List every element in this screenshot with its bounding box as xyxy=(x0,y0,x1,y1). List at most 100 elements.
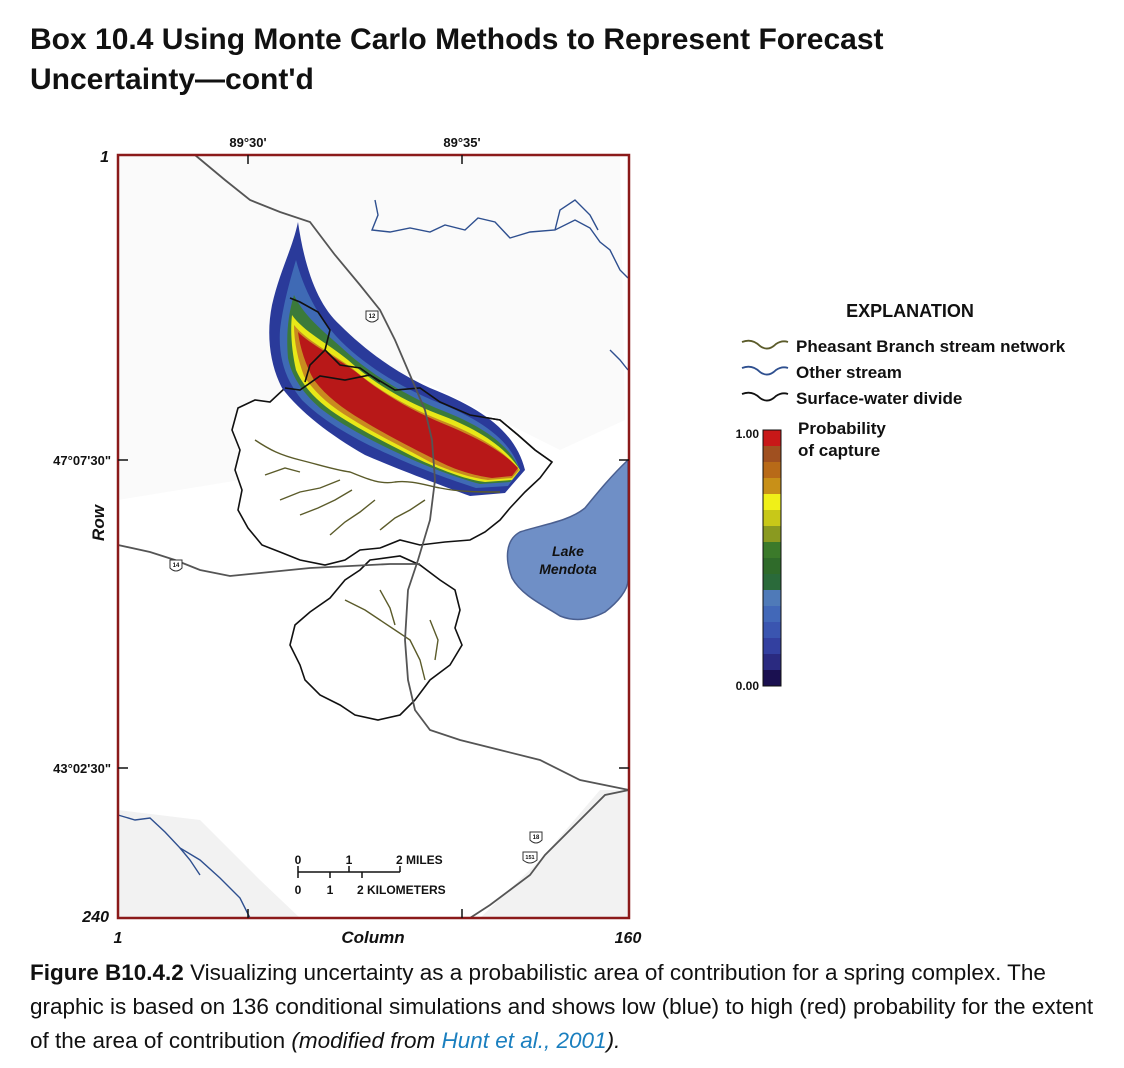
divide-lower-basin xyxy=(289,555,463,721)
colorbar-swatch xyxy=(763,526,781,543)
map-svg: 12 14 18 151 Lake Mendota 89°30' 89°35' … xyxy=(53,135,1066,947)
lat-label-2: 43°02'30" xyxy=(53,761,111,776)
colorbar-swatch xyxy=(763,606,781,623)
column-axis-label: Column xyxy=(341,928,404,947)
highway-shields: 12 14 18 151 xyxy=(169,310,543,864)
figure-label: Figure B10.4.2 xyxy=(30,960,184,985)
row-top-label: 1 xyxy=(100,149,109,166)
shield-18: 18 xyxy=(529,831,543,844)
lake-mendota xyxy=(506,458,629,621)
lake-label-1: Lake xyxy=(552,543,584,559)
colorbar-swatch xyxy=(763,542,781,559)
legend-swatch-other-stream xyxy=(741,365,789,376)
legend: EXPLANATION Pheasant Branch stream netwo… xyxy=(736,301,1066,693)
colorbar-swatch xyxy=(763,430,781,447)
legend-item-pheasant: Pheasant Branch stream network xyxy=(796,337,1066,356)
colorbar-swatch xyxy=(763,638,781,655)
legend-swatch-divide xyxy=(741,391,789,402)
pheasant-tributary-7 xyxy=(379,589,396,626)
map-figure: 12 14 18 151 Lake Mendota 89°30' 89°35' … xyxy=(0,120,1124,960)
divide-overlay xyxy=(284,297,553,463)
colorbar-title-1: Probability xyxy=(798,419,886,438)
pheasant-tributary-2 xyxy=(279,479,341,501)
caption-text: Visualizing uncertainty as a probabilist… xyxy=(30,960,1094,1053)
colorbar-swatch xyxy=(763,510,781,527)
lon-label-1: 89°30' xyxy=(229,135,266,150)
surface-water-divide xyxy=(231,374,554,721)
road-us-14 xyxy=(117,544,420,577)
shield-14: 14 xyxy=(169,559,183,572)
scale-bar: 0 1 2 MILES 0 1 2 KILOMETERS xyxy=(295,853,446,897)
colorbar-swatch xyxy=(763,574,781,591)
shield-151: 151 xyxy=(522,851,538,864)
lat-label-1: 47°07'30" xyxy=(53,453,111,468)
box-title: Box 10.4 Using Monte Carlo Methods to Re… xyxy=(30,20,1030,100)
lon-label-2: 89°35' xyxy=(443,135,480,150)
caption-modified-prefix: (modified from xyxy=(291,1028,442,1053)
scale-km-0: 0 xyxy=(295,883,302,897)
legend-item-divide: Surface-water divide xyxy=(796,389,962,408)
colorbar-swatch xyxy=(763,590,781,607)
svg-text:151: 151 xyxy=(525,855,534,861)
row-axis-label: Row xyxy=(89,503,108,541)
stream-east xyxy=(609,349,629,371)
row-bottom-label: 240 xyxy=(81,909,109,926)
stream-north-branch xyxy=(554,199,599,231)
probability-capture-zone xyxy=(269,222,525,496)
colorbar-swatch xyxy=(763,478,781,495)
colorbar-min-label: 0.00 xyxy=(736,679,760,693)
figure-caption: Figure B10.4.2 Visualizing uncertainty a… xyxy=(30,956,1100,1058)
map-frame xyxy=(116,153,631,920)
svg-text:18: 18 xyxy=(533,835,540,841)
pheasant-tributary-4 xyxy=(329,499,376,536)
colorbar-max-label: 1.00 xyxy=(736,427,760,441)
column-left-label: 1 xyxy=(114,930,123,947)
scale-miles-2: 2 MILES xyxy=(396,853,443,867)
zone-high-red xyxy=(298,332,518,478)
caption-citation-link[interactable]: Hunt et al., 2001 xyxy=(441,1028,607,1053)
scale-miles-0: 0 xyxy=(295,853,302,867)
roads xyxy=(117,154,630,919)
pheasant-tributary-6 xyxy=(344,599,426,681)
frame-ticks xyxy=(118,155,629,918)
legend-swatch-pheasant xyxy=(741,339,789,350)
colorbar-swatch xyxy=(763,654,781,671)
colorbar-swatch xyxy=(763,462,781,479)
caption-modified-suffix: ). xyxy=(606,1028,621,1053)
stream-southwest-branch xyxy=(179,847,201,876)
colorbar-swatch xyxy=(763,622,781,639)
outside-region-southeast xyxy=(480,790,629,918)
colorbar-swatch xyxy=(763,494,781,511)
pheasant-branch-streams xyxy=(254,439,501,681)
road-us-12 xyxy=(194,154,630,791)
scale-km-2: 2 KILOMETERS xyxy=(357,883,446,897)
colorbar-swatch xyxy=(763,446,781,463)
box-title-line-2: Uncertainty—cont'd xyxy=(30,63,314,96)
stream-north xyxy=(371,199,629,279)
svg-text:14: 14 xyxy=(173,563,180,569)
pheasant-main-stem xyxy=(254,439,501,493)
scale-km-1: 1 xyxy=(327,883,334,897)
colorbar-frame xyxy=(762,429,782,687)
colorbar-swatch xyxy=(763,670,781,687)
pheasant-tributary-5 xyxy=(379,499,426,531)
road-us-18-151 xyxy=(469,789,630,919)
box-title-line-1: Box 10.4 Using Monte Carlo Methods to Re… xyxy=(30,23,884,56)
colorbar-swatch xyxy=(763,558,781,575)
legend-title: EXPLANATION xyxy=(846,301,974,321)
divide-overlay-line-1 xyxy=(284,374,553,463)
legend-item-other-stream: Other stream xyxy=(796,363,902,382)
colorbar-title-2: of capture xyxy=(798,441,880,460)
pheasant-tributary-8 xyxy=(429,619,439,661)
svg-text:12: 12 xyxy=(369,314,376,320)
divide-overlay-line-2 xyxy=(289,297,381,383)
scale-miles-1: 1 xyxy=(346,853,353,867)
divide-overlay-line-3 xyxy=(304,349,326,383)
colorbar xyxy=(762,429,782,687)
outside-region-southwest xyxy=(118,810,300,918)
lake-label-2: Mendota xyxy=(539,561,597,577)
column-right-label: 160 xyxy=(615,930,642,947)
pheasant-tributary-1 xyxy=(264,467,301,476)
pheasant-tributary-3 xyxy=(299,489,353,516)
shield-12: 12 xyxy=(365,310,379,323)
